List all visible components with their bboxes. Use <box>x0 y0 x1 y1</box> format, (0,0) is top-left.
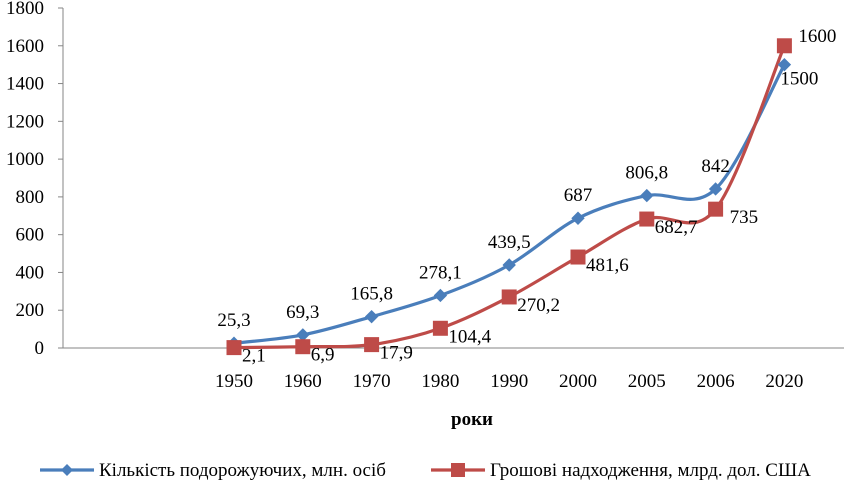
series-1-point <box>433 288 448 303</box>
y-tick-label: 1400 <box>6 74 44 95</box>
series-2-point <box>570 249 586 265</box>
series-2-point <box>364 337 380 353</box>
y-tick-label: 600 <box>16 225 45 246</box>
x-tick-label: 2006 <box>697 371 735 392</box>
series-2-point <box>501 289 517 305</box>
y-tick-label: 1800 <box>6 0 44 19</box>
legend-diamond-marker <box>61 464 73 476</box>
data-label: 270,2 <box>517 295 560 316</box>
legend: Кількість подорожуючих, млн. осіб Грошові… <box>40 460 811 481</box>
x-tick-label: 1990 <box>490 371 528 392</box>
data-label: 165,8 <box>350 284 393 305</box>
series-1-point <box>708 182 723 196</box>
series-2-point <box>226 340 242 356</box>
data-labels: 25,3 69,3 165,8 278,1 439,5 687 806,8 842 1500 2,… <box>217 26 836 367</box>
data-label: 6,9 <box>311 345 335 366</box>
legend-label: Грошові надходження, млрд. дол. США <box>490 460 811 481</box>
y-tick-label: 1000 <box>6 149 44 170</box>
y-tick-label: 200 <box>16 300 45 321</box>
x-tick-label: 1950 <box>215 371 253 392</box>
series-1-point <box>777 57 792 72</box>
data-label: 1600 <box>798 26 836 47</box>
y-tick-label: 800 <box>16 187 45 208</box>
data-label: 439,5 <box>488 232 531 253</box>
data-label: 17,9 <box>380 343 413 364</box>
series-1-point <box>502 258 516 272</box>
series-2-point <box>432 320 448 336</box>
series-2-point <box>639 211 655 227</box>
series-2-point <box>776 38 792 54</box>
x-tick-label: 1960 <box>284 371 322 392</box>
legend-item-1: Кількість подорожуючих, млн. осіб <box>40 460 386 481</box>
y-tick-label: 1600 <box>6 36 44 57</box>
y-tick-label: 1200 <box>6 111 44 132</box>
chart-axes <box>62 8 844 349</box>
x-tick-label: 1970 <box>353 371 391 392</box>
data-label: 69,3 <box>286 302 319 323</box>
x-tick-label: 1980 <box>421 371 459 392</box>
legend-item-2: Грошові надходження, млрд. дол. США <box>431 460 811 481</box>
x-tick-label: 2020 <box>765 371 803 392</box>
series-2-point <box>295 339 311 355</box>
x-axis-ticks: 1950 1960 1970 1980 1990 2000 2005 2006 2020 <box>215 371 803 392</box>
x-tick-label: 2000 <box>559 371 597 392</box>
legend-label: Кількість подорожуючих, млн. осіб <box>99 460 386 481</box>
data-label: 2,1 <box>242 346 266 367</box>
x-tick-label: 2005 <box>628 371 666 392</box>
data-label: 735 <box>730 207 759 228</box>
data-label: 278,1 <box>419 262 462 283</box>
data-label: 481,6 <box>586 255 629 276</box>
legend-square-marker <box>451 463 465 477</box>
series-1-point <box>640 188 654 203</box>
x-axis-title: роки <box>451 409 493 430</box>
data-label: 25,3 <box>217 310 250 331</box>
y-tick-label: 400 <box>16 262 45 283</box>
data-label: 104,4 <box>448 326 491 347</box>
series-markers <box>226 38 792 356</box>
data-label: 682,7 <box>655 217 698 238</box>
data-label: 1500 <box>780 69 818 90</box>
data-label: 842 <box>701 156 730 177</box>
data-label: 806,8 <box>625 163 668 184</box>
series-1-point <box>296 328 310 342</box>
series-2-point <box>708 201 724 217</box>
y-tick-label: 0 <box>35 338 45 359</box>
series-1-point <box>364 309 379 324</box>
data-label: 687 <box>564 185 593 206</box>
y-axis-ticks: 0 200 400 600 800 1000 1200 1400 1600 1800 <box>6 0 63 359</box>
series-1-point <box>571 211 585 225</box>
